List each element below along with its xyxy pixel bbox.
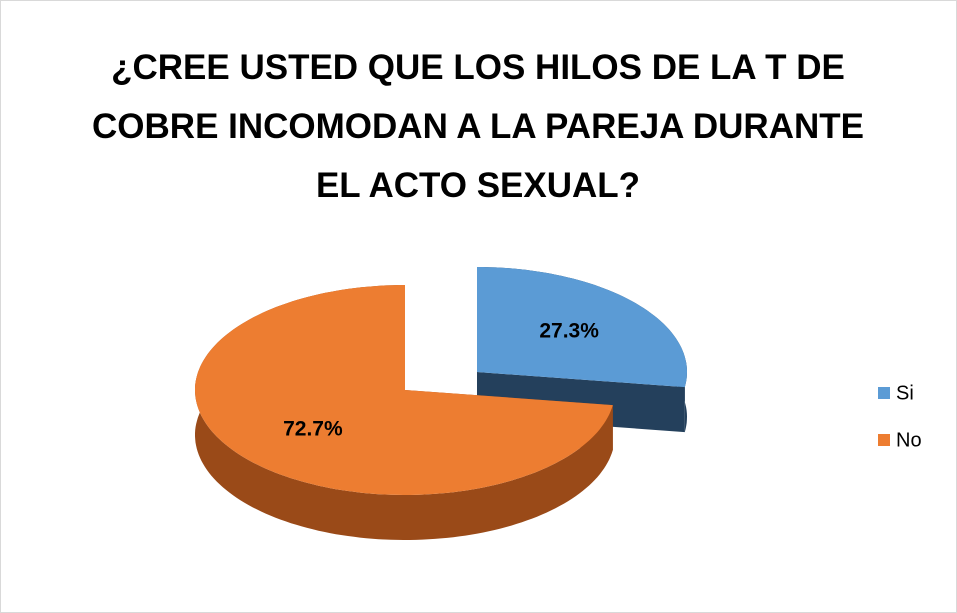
pie-slice [195,285,613,495]
pie-slice [477,267,687,388]
legend-swatch [878,434,890,446]
legend-label: No [896,429,922,451]
legend-swatch [878,387,890,399]
data-label: 72.7% [283,417,343,440]
chart-title: ¿CREE USTED QUE LOS HILOS DE LA T DE COB… [92,48,864,205]
legend-label: Si [896,382,914,404]
data-label: 27.3% [539,320,599,343]
